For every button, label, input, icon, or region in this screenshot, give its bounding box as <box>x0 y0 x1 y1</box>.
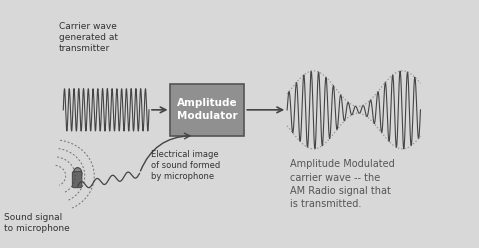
Ellipse shape <box>73 168 82 179</box>
FancyBboxPatch shape <box>72 172 82 188</box>
FancyArrowPatch shape <box>140 133 190 171</box>
Text: Amplitude
Modulator: Amplitude Modulator <box>177 98 238 122</box>
Text: Sound signal
to microphone: Sound signal to microphone <box>4 213 69 233</box>
Text: Amplitude Modulated
carrier wave -- the
AM Radio signal that
is transmitted.: Amplitude Modulated carrier wave -- the … <box>289 159 394 209</box>
Text: Electrical image
of sound formed
by microphone: Electrical image of sound formed by micr… <box>151 150 221 181</box>
FancyBboxPatch shape <box>171 84 244 136</box>
Text: Carrier wave
generated at
transmitter: Carrier wave generated at transmitter <box>58 22 117 53</box>
